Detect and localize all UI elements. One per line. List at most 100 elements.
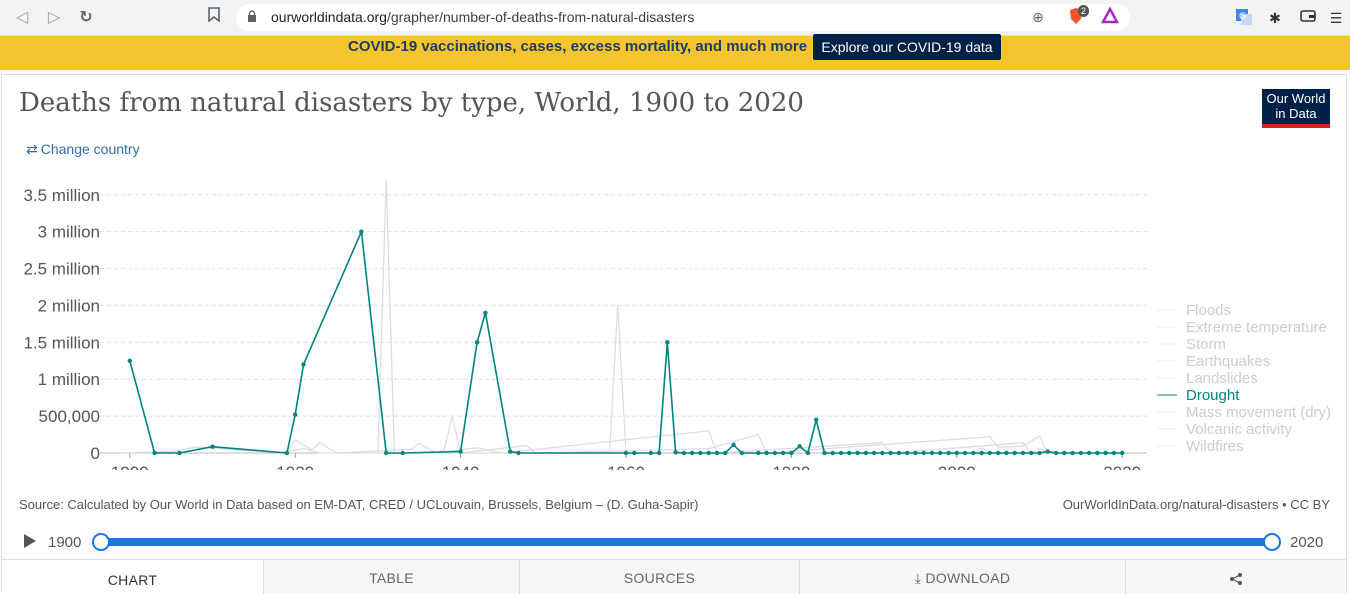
drought-point xyxy=(871,450,877,456)
drought-point xyxy=(359,229,364,234)
drought-point xyxy=(1103,450,1108,456)
owid-logo[interactable]: Our World in Data xyxy=(1262,89,1330,128)
extensions-icon[interactable]: ✱ xyxy=(1269,10,1281,26)
legend-label: Earthquakes xyxy=(1186,353,1270,370)
drought-point xyxy=(838,450,844,456)
x-tick-label: 1940 xyxy=(442,463,480,470)
bookmark-icon[interactable] xyxy=(203,7,225,29)
timeline-track[interactable] xyxy=(100,538,1272,546)
drought-point xyxy=(731,442,736,448)
address-bar[interactable]: ourworldindata.org/grapher/number-of-dea… xyxy=(236,4,1130,31)
tab-table[interactable]: TABLE xyxy=(264,560,520,594)
legend-label: Mass movement (dry) xyxy=(1186,404,1331,421)
drought-point xyxy=(1062,450,1067,456)
change-country-button[interactable]: ⇄ Change country xyxy=(26,141,140,158)
forward-icon[interactable]: ▷ xyxy=(47,9,61,26)
drought-point xyxy=(904,450,910,456)
drought-point xyxy=(797,444,802,449)
drought-point xyxy=(1004,450,1009,456)
tab-download[interactable]: ⤓ DOWNLOAD xyxy=(800,560,1126,594)
drought-point xyxy=(665,340,670,345)
timeline-end-handle[interactable] xyxy=(1263,533,1281,551)
wallet-icon[interactable] xyxy=(1298,8,1318,28)
explore-covid-button[interactable]: Explore our COVID-19 data xyxy=(813,34,1001,60)
line-chart: 0 500,000 1 million 1.5 million 2 million 2.5… xyxy=(23,179,1331,470)
drought-point xyxy=(780,450,786,456)
zoom-icon[interactable]: ⊕ xyxy=(1032,9,1044,25)
source-link[interactable]: OurWorldInData.org/natural-disasters • C… xyxy=(1062,497,1330,512)
timeline-start-label: 1900 xyxy=(48,534,82,551)
url-text: ourworldindata.org/grapher/number-of-dea… xyxy=(271,9,695,25)
drought-point xyxy=(1095,450,1100,456)
drought-point xyxy=(847,450,852,456)
svg-text:G: G xyxy=(1239,12,1246,22)
y-tick-label: 1 million xyxy=(38,370,100,389)
tab-sources[interactable]: SOURCES xyxy=(520,560,800,594)
drought-point xyxy=(623,450,629,456)
tab-bar: CHART TABLE SOURCES ⤓ DOWNLOAD xyxy=(2,559,1346,594)
drought-point xyxy=(284,450,290,456)
series-line-floods xyxy=(377,179,627,454)
y-tick-label: 3.5 million xyxy=(23,186,100,205)
translate-icon[interactable]: G xyxy=(1234,8,1254,28)
tab-chart[interactable]: CHART xyxy=(2,560,264,594)
drought-point xyxy=(756,450,761,456)
timeline-start-handle[interactable] xyxy=(92,533,110,551)
shield-count-badge: 2 xyxy=(1078,5,1090,17)
lock-icon xyxy=(242,7,262,27)
drought-point xyxy=(458,449,463,454)
logo-line-1: Our World xyxy=(1266,91,1326,106)
drought-point xyxy=(1053,450,1059,456)
drought-point xyxy=(971,450,976,456)
drought-point xyxy=(474,340,480,345)
share-icon xyxy=(1230,573,1242,586)
drought-point xyxy=(383,450,389,456)
drought-point xyxy=(177,450,182,456)
tab-share[interactable] xyxy=(1126,560,1346,594)
drought-point xyxy=(508,449,513,454)
drought-point xyxy=(805,450,811,456)
chart-title: Deaths from natural disasters by type, W… xyxy=(19,88,804,118)
drought-point xyxy=(888,450,893,456)
drought-point xyxy=(1045,449,1050,454)
drought-point xyxy=(673,450,678,455)
y-tick-label: 500,000 xyxy=(39,407,100,426)
drought-point xyxy=(772,450,778,456)
y-tick-label: 2.5 million xyxy=(23,260,100,279)
drought-point xyxy=(1020,450,1026,456)
reload-icon[interactable]: ↻ xyxy=(79,9,93,26)
drought-point xyxy=(814,417,819,422)
brave-shield-icon[interactable]: 2 xyxy=(1066,5,1090,27)
menu-icon[interactable]: ☰ xyxy=(1329,10,1343,26)
drought-point xyxy=(210,444,215,449)
change-country-label: Change country xyxy=(40,141,140,157)
drought-point xyxy=(483,310,488,316)
drought-point xyxy=(764,450,769,456)
drought-point xyxy=(689,450,695,456)
drought-point xyxy=(929,450,935,456)
drought-point xyxy=(698,450,703,456)
drought-point xyxy=(723,450,728,456)
drought-point xyxy=(681,450,687,456)
covid-banner: COVID-19 vaccinations, cases, excess mor… xyxy=(0,36,1350,70)
swap-icon: ⇄ xyxy=(26,141,38,157)
drought-point xyxy=(822,450,827,456)
drought-point xyxy=(946,450,951,456)
logo-line-2: in Data xyxy=(1275,106,1317,121)
legend-label: Drought xyxy=(1186,387,1240,404)
x-tick-label: 1980 xyxy=(772,463,810,470)
browser-toolbar: ◁ ▷ ↻ ourworldindata.org/grapher/number-… xyxy=(0,0,1350,36)
drought-point xyxy=(648,450,654,456)
y-tick-label: 3 million xyxy=(38,223,100,242)
drought-point xyxy=(1078,450,1084,456)
source-note: Source: Calculated by Our World in Data … xyxy=(19,497,699,512)
drought-point xyxy=(954,450,959,456)
back-icon[interactable]: ◁ xyxy=(15,9,29,26)
drought-point xyxy=(789,450,794,456)
drought-point xyxy=(516,450,521,456)
drought-point xyxy=(995,450,1001,456)
x-tick-label: 1960 xyxy=(607,463,645,470)
play-icon[interactable] xyxy=(23,533,37,549)
drought-point xyxy=(921,450,926,456)
brave-rewards-icon[interactable] xyxy=(1100,6,1120,27)
